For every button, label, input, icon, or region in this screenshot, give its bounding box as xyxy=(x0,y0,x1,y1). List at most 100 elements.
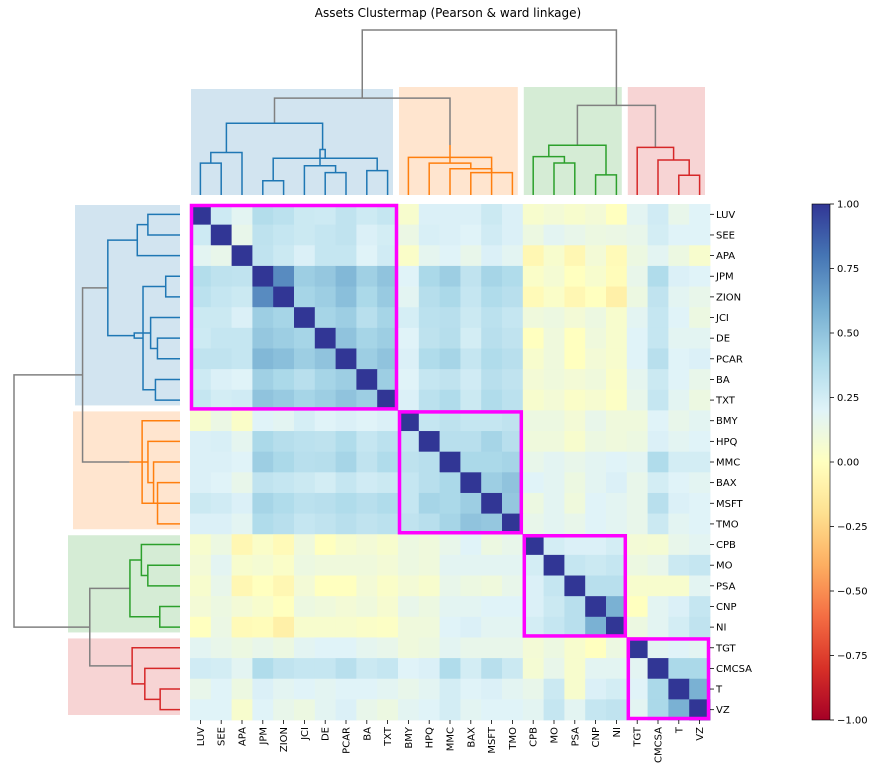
heatmap-cell-TXT-VZ xyxy=(689,389,711,411)
heatmap-cell-JCI-MMC xyxy=(439,307,461,329)
heatmap-cell-T-DE xyxy=(314,678,336,700)
heatmap-cell-BA-T xyxy=(668,369,690,391)
dendrogram-link xyxy=(553,162,576,195)
heatmap-cell-PSA-NI xyxy=(606,575,628,597)
heatmap-cell-PCAR-BMY xyxy=(398,348,420,370)
heatmap-cell-APA-JCI xyxy=(294,245,316,267)
heatmap-cell-JCI-BMY xyxy=(398,307,420,329)
heatmap-cell-JCI-SEE xyxy=(210,307,232,329)
heatmap-cell-TGT-JCI xyxy=(294,637,316,659)
heatmap-cell-TMO-PSA xyxy=(564,513,586,535)
heatmap-cell-BMY-ZION xyxy=(273,410,295,432)
heatmap-cell-JPM-TMO xyxy=(502,265,524,287)
heatmap-cell-BAX-MMC xyxy=(439,472,461,494)
heatmap-cell-APA-BA xyxy=(356,245,378,267)
heatmap-cell-ZION-NI xyxy=(606,286,628,308)
heatmap-cell-NI-ZION xyxy=(273,616,295,638)
heatmap-cell-SEE-NI xyxy=(606,224,628,246)
heatmap-cell-NI-T xyxy=(668,616,690,638)
heatmap-cell-MSFT-TGT xyxy=(626,492,648,514)
heatmap-cell-MO-DE xyxy=(314,554,336,576)
heatmap-cell-MSFT-JCI xyxy=(294,492,316,514)
heatmap-cell-BA-JPM xyxy=(252,369,274,391)
heatmap-cell-BAX-TXT xyxy=(377,472,399,494)
heatmap-cell-APA-CNP xyxy=(585,245,607,267)
heatmap-cell-MSFT-ZION xyxy=(273,492,295,514)
heatmap-cell-BMY-BA xyxy=(356,410,378,432)
heatmap-cell-MMC-T xyxy=(668,451,690,473)
heatmap-cell-NI-CPB xyxy=(522,616,544,638)
heatmap-cell-VZ-HPQ xyxy=(418,699,440,721)
heatmap-cell-CNP-BMY xyxy=(398,596,420,618)
heatmap-cell-MO-MMC xyxy=(439,554,461,576)
heatmap-cell-ZION-LUV xyxy=(190,286,212,308)
heatmap-cell-TMO-BMY xyxy=(398,513,420,535)
dendrogram-link xyxy=(144,667,180,701)
heatmap-cell-APA-BMY xyxy=(398,245,420,267)
heatmap-cell-HPQ-TXT xyxy=(377,431,399,453)
heatmap-cell-MSFT-BAX xyxy=(460,492,482,514)
heatmap-cell-CNP-APA xyxy=(231,596,253,618)
heatmap-cell-ZION-PCAR xyxy=(335,286,357,308)
heatmap-cell-NI-PCAR xyxy=(335,616,357,638)
heatmap-cell-BMY-JPM xyxy=(252,410,274,432)
heatmap-cell-BMY-NI xyxy=(606,410,628,432)
row-label-MO: MO xyxy=(716,561,733,572)
heatmap-cell-VZ-SEE xyxy=(210,699,232,721)
heatmap-cell-PSA-PSA xyxy=(564,575,586,597)
heatmap-cell-PSA-APA xyxy=(231,575,253,597)
heatmap-cell-PCAR-JPM xyxy=(252,348,274,370)
heatmap-cell-SEE-TGT xyxy=(626,224,648,246)
heatmap-cell-LUV-MSFT xyxy=(481,204,503,226)
heatmap-cell-SEE-BMY xyxy=(398,224,420,246)
heatmap-cell-BA-TMO xyxy=(502,369,524,391)
dendrogram-link xyxy=(449,167,493,195)
heatmap-cell-VZ-BA xyxy=(356,699,378,721)
heatmap-cell-PSA-BMY xyxy=(398,575,420,597)
dendrogram-link xyxy=(324,171,347,195)
heatmap-cell-MMC-CMCSA xyxy=(647,451,669,473)
heatmap-cell-PCAR-BAX xyxy=(460,348,482,370)
heatmap-cell-JPM-BMY xyxy=(398,265,420,287)
heatmap-cell-VZ-DE xyxy=(314,699,336,721)
heatmap-cell-MSFT-JPM xyxy=(252,492,274,514)
dendrogram-link xyxy=(136,223,180,257)
heatmap-cell-HPQ-PSA xyxy=(564,431,586,453)
heatmap-cell-NI-CMCSA xyxy=(647,616,669,638)
heatmap-cell-MSFT-CMCSA xyxy=(647,492,669,514)
heatmap-cell-APA-BAX xyxy=(460,245,482,267)
heatmap-cell-CMCSA-BMY xyxy=(398,658,420,680)
heatmap-cell-TGT-MMC xyxy=(439,637,461,659)
heatmap-cell-BA-DE xyxy=(314,369,336,391)
heatmap-cell-TMO-MMC xyxy=(439,513,461,535)
heatmap-cell-BAX-T xyxy=(668,472,690,494)
heatmap-cell-MMC-TGT xyxy=(626,451,648,473)
row-label-APA: APA xyxy=(716,251,735,262)
heatmap-cell-TGT-CPB xyxy=(522,637,544,659)
dendrogram-link xyxy=(141,419,180,505)
heatmap-cell-JCI-MO xyxy=(543,307,565,329)
heatmap-cell-TGT-HPQ xyxy=(418,637,440,659)
heatmap-cell-MO-APA xyxy=(231,554,253,576)
heatmap-cell-PCAR-CMCSA xyxy=(647,348,669,370)
heatmap-cell-SEE-DE xyxy=(314,224,336,246)
heatmap-cell-MMC-CPB xyxy=(522,451,544,473)
heatmap-cell-DE-NI xyxy=(606,327,628,349)
heatmap-cell-MMC-JPM xyxy=(252,451,274,473)
heatmap-cell-JPM-VZ xyxy=(689,265,711,287)
col-label-DE: DE xyxy=(321,727,332,741)
col-label-TXT: TXT xyxy=(383,726,394,747)
dendrogram-link xyxy=(407,156,493,195)
dendrogram-link xyxy=(107,239,138,337)
heatmap-cell-PCAR-APA xyxy=(231,348,253,370)
heatmap-cell-TMO-SEE xyxy=(210,513,232,535)
dendrogram-link xyxy=(273,97,451,146)
heatmap-cell-MO-HPQ xyxy=(418,554,440,576)
heatmap-cell-LUV-BA xyxy=(356,204,378,226)
heatmap-cell-BA-BAX xyxy=(460,369,482,391)
heatmap-cell-TXT-BA xyxy=(356,389,378,411)
heatmap-cell-APA-CMCSA xyxy=(647,245,669,267)
heatmap-cell-TGT-CNP xyxy=(585,637,607,659)
heatmap-cell-MO-PSA xyxy=(564,554,586,576)
heatmap-cell-NI-JPM xyxy=(252,616,274,638)
